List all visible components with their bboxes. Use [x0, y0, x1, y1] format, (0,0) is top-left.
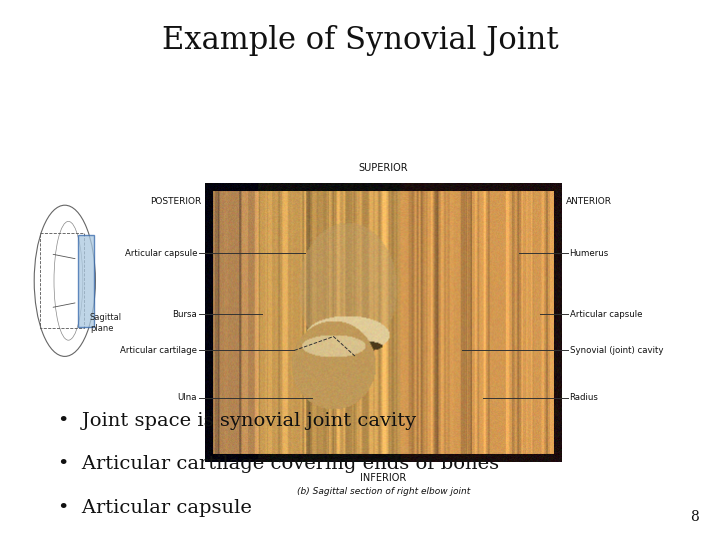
Text: Articular capsule: Articular capsule [570, 310, 642, 319]
Text: (b) Sagittal section of right elbow joint: (b) Sagittal section of right elbow join… [297, 487, 470, 496]
Text: •  Joint space is synovial joint cavity: • Joint space is synovial joint cavity [58, 412, 415, 430]
Text: Sagittal
plane: Sagittal plane [90, 313, 122, 333]
Text: Humerus: Humerus [570, 248, 609, 258]
Text: •  Articular cartilage covering ends of bones: • Articular cartilage covering ends of b… [58, 455, 499, 474]
Text: •  Articular capsule: • Articular capsule [58, 498, 251, 517]
Text: ANTERIOR: ANTERIOR [566, 197, 611, 206]
Text: POSTERIOR: POSTERIOR [150, 197, 201, 206]
Text: Radius: Radius [570, 393, 598, 402]
Text: INFERIOR: INFERIOR [360, 472, 407, 483]
Text: SUPERIOR: SUPERIOR [359, 163, 408, 173]
Text: Example of Synovial Joint: Example of Synovial Joint [162, 24, 558, 56]
Text: Synovial (joint) cavity: Synovial (joint) cavity [570, 346, 663, 355]
Bar [40, 233, 84, 328]
Text: Ulna: Ulna [178, 393, 197, 402]
Text: Bursa: Bursa [173, 310, 197, 319]
Text: Articular capsule: Articular capsule [125, 248, 197, 258]
Bar [78, 235, 94, 327]
Text: Articular cartilage: Articular cartilage [120, 346, 197, 355]
Text: 8: 8 [690, 510, 698, 524]
